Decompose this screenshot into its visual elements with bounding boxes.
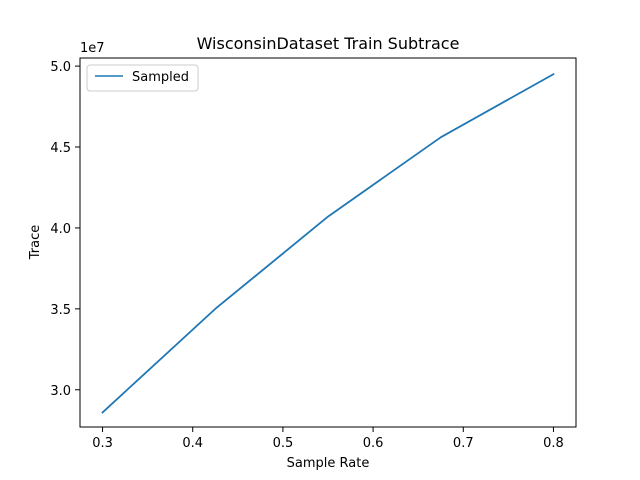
x-tick-label: 0.8 xyxy=(543,436,564,451)
x-tick-label: 0.6 xyxy=(363,436,384,451)
x-tick-label: 0.3 xyxy=(92,436,113,451)
y-tick-label: 3.5 xyxy=(50,303,71,318)
series-layer xyxy=(101,72,555,414)
legend-box xyxy=(86,64,199,92)
series-line-sampled xyxy=(101,72,555,414)
x-tick-label: 0.7 xyxy=(453,436,474,451)
y-tick-label: 3.0 xyxy=(50,384,71,399)
legend-label-sampled: Sampled xyxy=(132,70,189,85)
plot-frame xyxy=(79,57,577,428)
x-axis-ticks: 0.3 0.4 0.5 0.6 0.7 0.8 xyxy=(92,427,564,451)
chart-title: WisconsinDataset Train Subtrace xyxy=(197,34,460,53)
y-tick-label: 5.0 xyxy=(50,60,71,75)
y-axis-ticks: 3.0 3.5 4.0 4.5 5.0 xyxy=(50,60,80,399)
y-tick-label: 4.0 xyxy=(50,222,71,237)
legend: Sampled xyxy=(86,64,199,92)
y-tick-label: 4.5 xyxy=(50,141,71,156)
y-offset-label: 1e7 xyxy=(80,41,105,56)
x-tick-label: 0.4 xyxy=(182,436,203,451)
y-axis-label: Trace xyxy=(28,225,43,261)
x-tick-label: 0.5 xyxy=(273,436,294,451)
x-axis-label: Sample Rate xyxy=(287,456,370,471)
